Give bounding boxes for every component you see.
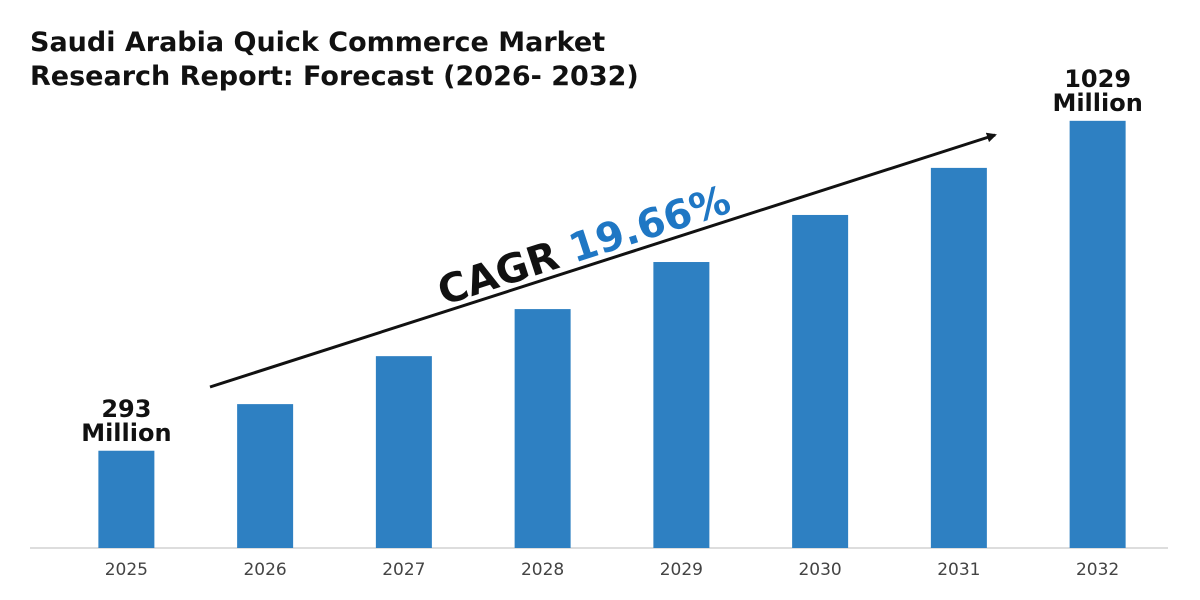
- cagr-value: 19.66%: [563, 177, 736, 272]
- x-tick-label: 2027: [382, 560, 425, 580]
- cagr-label: CAGR: [432, 233, 564, 315]
- x-tick-label: 2026: [243, 560, 286, 580]
- value-label: 293 Million: [81, 394, 172, 447]
- bar: [237, 404, 294, 548]
- x-tick-label: 2030: [798, 560, 841, 580]
- x-tick-label: 2032: [1076, 560, 1119, 580]
- trend-arrow: [209, 132, 997, 389]
- bar: [792, 214, 849, 548]
- bar: [514, 309, 571, 548]
- bar: [653, 262, 710, 548]
- value-label: 1029 Million: [1052, 64, 1143, 117]
- x-tick-label: 2031: [937, 560, 980, 580]
- bar: [930, 167, 987, 548]
- x-tick-label: 2029: [660, 560, 703, 580]
- x-tick-label: 2025: [105, 560, 148, 580]
- bar: [98, 450, 155, 548]
- chart-title: Saudi Arabia Quick Commerce Market Resea…: [30, 27, 639, 92]
- x-tick-label: 2028: [521, 560, 564, 580]
- bar: [375, 356, 432, 548]
- bar: [1069, 120, 1126, 548]
